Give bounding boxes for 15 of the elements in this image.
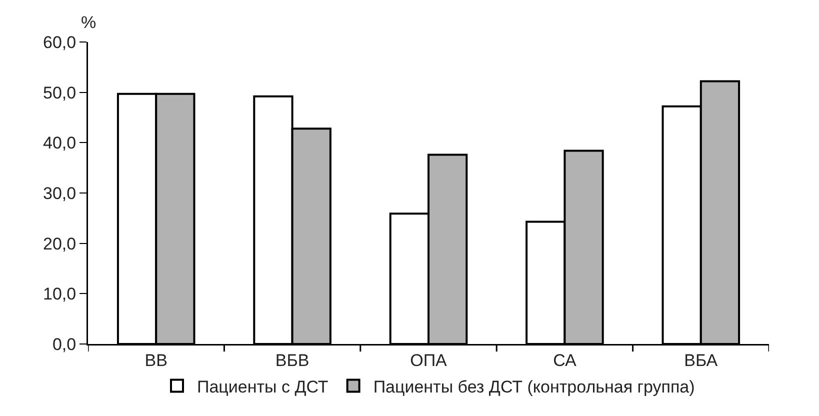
x-tick-label: СА [553, 350, 577, 370]
y-tick-label: 50,0 [43, 83, 76, 102]
legend-label: Пациенты с ДСТ [197, 377, 328, 396]
x-tick-label: ВВ [144, 350, 168, 370]
y-tick-label: 30,0 [43, 184, 76, 203]
y-tick-label: 60,0 [43, 32, 76, 52]
x-tick-label: ВБА [684, 350, 718, 370]
y-tick-label: 40,0 [43, 134, 76, 153]
legend-label: Пациенты без ДСТ (контрольная группа) [373, 377, 695, 396]
y-tick-label: 20,0 [43, 234, 76, 254]
y-tick-label: 0,0 [52, 334, 76, 354]
y-axis-title: % [81, 13, 96, 32]
y-tick-label: 10,0 [43, 284, 76, 304]
x-tick-label: ОПА [410, 350, 448, 370]
x-tick-label: ВБВ [275, 350, 310, 370]
